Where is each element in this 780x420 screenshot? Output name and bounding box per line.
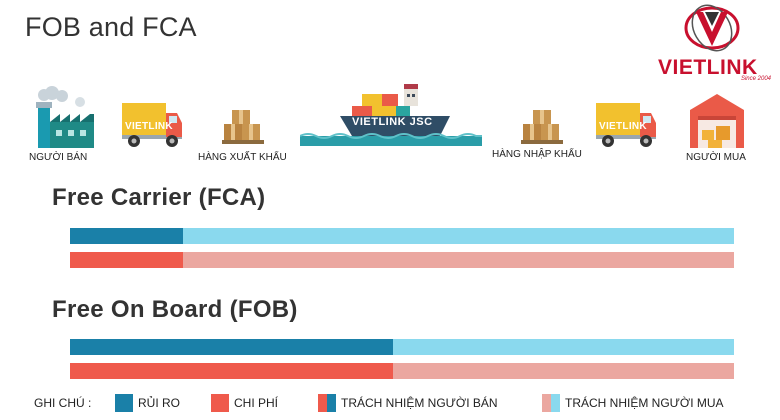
legend-seller-resp-swatch <box>318 394 336 412</box>
logo-emblem-icon <box>684 4 740 52</box>
ship-brand: VIETLINK JSC <box>352 116 433 128</box>
fca-cost-bar <box>70 252 734 268</box>
legend-seller-resp-text: TRÁCH NHIỆM NGƯỜI BÁN <box>341 396 498 410</box>
fca-cost-buyer-segment <box>182 252 734 268</box>
legend-cost-text: CHI PHÍ <box>234 396 279 410</box>
fob-risk-buyer-segment <box>393 339 734 355</box>
warehouse-icon <box>690 94 744 148</box>
fob-cost-buyer-segment <box>393 363 734 379</box>
fob-cost-bar <box>70 363 734 379</box>
fca-risk-buyer-segment <box>182 228 734 244</box>
truck-left: VIETLINK <box>122 103 184 149</box>
truck-right: VIETLINK <box>596 103 658 149</box>
export-goods-label: HÀNG XUẤT KHẨU <box>198 152 287 163</box>
fca-risk-bar <box>70 228 734 244</box>
truck-right-brand: VIETLINK <box>599 121 647 132</box>
vietlink-logo: VIETLINK Since 2004 <box>650 4 775 82</box>
cargo-ship: VIETLINK JSC <box>299 84 482 148</box>
legend-risk-swatch <box>115 394 133 412</box>
legend-buyer-resp-swatch <box>542 394 560 412</box>
truck-left-brand: VIETLINK <box>125 121 173 132</box>
truck-icon <box>122 103 182 147</box>
page-title: FOB and FCA <box>25 12 197 42</box>
fob-cost-seller-segment <box>70 363 394 379</box>
fob-risk-seller-segment <box>70 339 394 355</box>
legend-risk-text: RỦI RO <box>138 396 180 410</box>
fob-title: Free On Board (FOB) <box>52 296 298 323</box>
cargo-ship-icon <box>299 84 482 146</box>
seller-label: NGƯỜI BÁN <box>29 152 88 163</box>
legend: GHI CHÚ : RỦI RO CHI PHÍ TRÁCH NHIỆM NGƯ… <box>0 388 780 418</box>
fca-risk-seller-segment <box>70 228 183 244</box>
boxes-icon <box>521 110 563 144</box>
logo-wordmark: VIETLINK <box>658 56 758 79</box>
legend-cost-swatch <box>211 394 229 412</box>
buyer-label: NGƯỜI MUA <box>686 152 746 163</box>
boxes-icon <box>222 110 264 144</box>
fca-title: Free Carrier (FCA) <box>52 184 266 211</box>
legend-buyer-resp-text: TRÁCH NHIỆM NGƯỜI MUA <box>565 396 724 410</box>
factory-icon <box>36 86 94 148</box>
logo-since: Since 2004 <box>740 76 771 82</box>
legend-label: GHI CHÚ : <box>34 396 92 410</box>
truck-icon <box>596 103 656 147</box>
fca-cost-seller-segment <box>70 252 183 268</box>
fob-risk-bar <box>70 339 734 355</box>
import-goods-label: HÀNG NHẬP KHẨU <box>492 149 582 160</box>
